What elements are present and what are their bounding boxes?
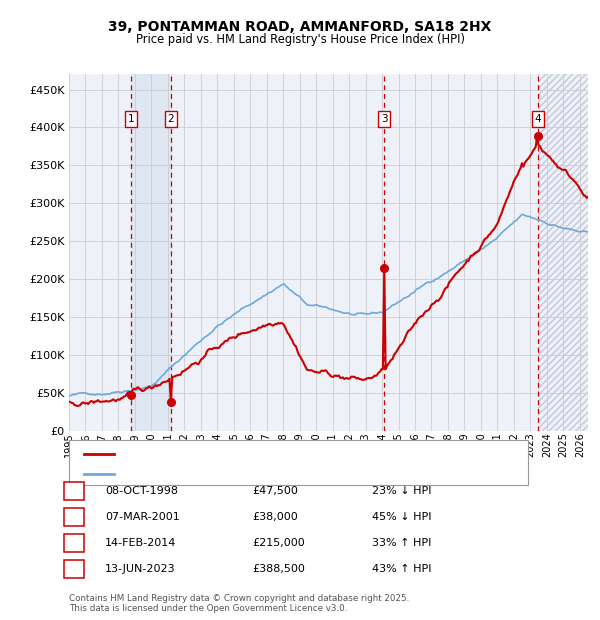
Text: £47,500: £47,500: [252, 486, 298, 496]
Text: Price paid vs. HM Land Registry's House Price Index (HPI): Price paid vs. HM Land Registry's House …: [136, 33, 464, 45]
Text: 45% ↓ HPI: 45% ↓ HPI: [372, 512, 431, 522]
Text: 08-OCT-1998: 08-OCT-1998: [105, 486, 178, 496]
Text: 43% ↑ HPI: 43% ↑ HPI: [372, 564, 431, 574]
Text: 3: 3: [381, 114, 388, 124]
Text: 14-FEB-2014: 14-FEB-2014: [105, 538, 176, 548]
Text: 1: 1: [128, 114, 134, 124]
Text: 2: 2: [167, 114, 174, 124]
Text: 4: 4: [71, 564, 77, 574]
Text: 3: 3: [71, 538, 77, 548]
Text: 1: 1: [71, 486, 77, 496]
Text: 07-MAR-2001: 07-MAR-2001: [105, 512, 180, 522]
Text: £38,000: £38,000: [252, 512, 298, 522]
Text: This data is licensed under the Open Government Licence v3.0.: This data is licensed under the Open Gov…: [69, 603, 347, 613]
Text: 23% ↓ HPI: 23% ↓ HPI: [372, 486, 431, 496]
Bar: [538, 74, 588, 431]
Text: £388,500: £388,500: [252, 564, 305, 574]
Text: 2: 2: [71, 512, 77, 522]
Text: £215,000: £215,000: [252, 538, 305, 548]
Text: Contains HM Land Registry data © Crown copyright and database right 2025.: Contains HM Land Registry data © Crown c…: [69, 594, 409, 603]
Text: 39, PONTAMMAN ROAD, AMMANFORD, SA18 2HX: 39, PONTAMMAN ROAD, AMMANFORD, SA18 2HX: [109, 20, 491, 33]
Text: HPI: Average price, detached house, Carmarthenshire: HPI: Average price, detached house, Carm…: [121, 469, 403, 479]
Text: 13-JUN-2023: 13-JUN-2023: [105, 564, 176, 574]
Bar: [131, 74, 171, 431]
Text: 4: 4: [535, 114, 541, 124]
Text: 33% ↑ HPI: 33% ↑ HPI: [372, 538, 431, 548]
Text: 39, PONTAMMAN ROAD, AMMANFORD, SA18 2HX (detached house): 39, PONTAMMAN ROAD, AMMANFORD, SA18 2HX …: [121, 449, 472, 459]
